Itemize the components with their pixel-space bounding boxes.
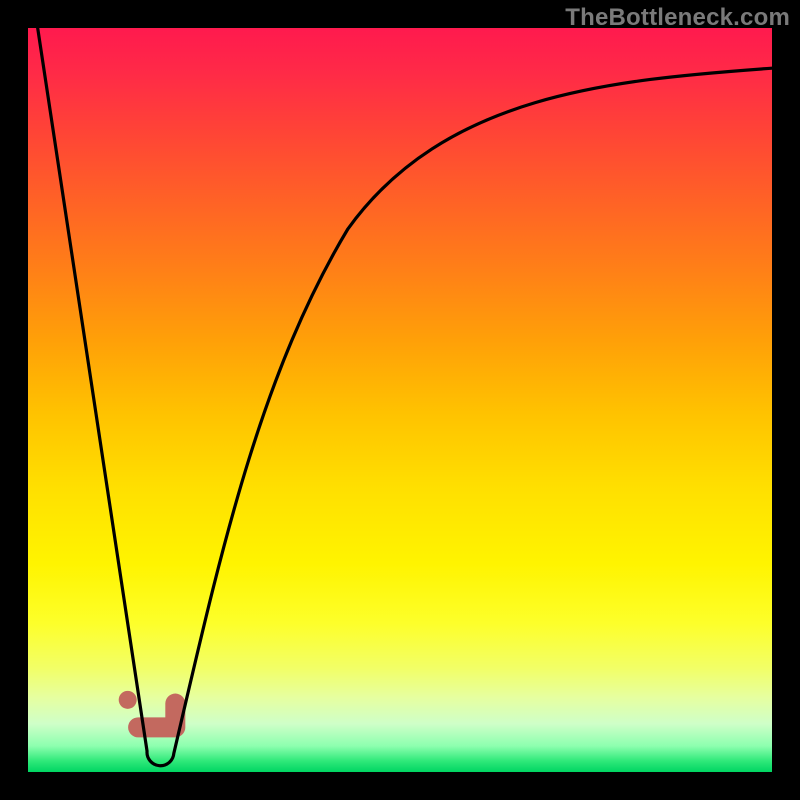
chart-svg bbox=[0, 0, 800, 800]
marker-dot bbox=[119, 691, 137, 709]
chart-frame: TheBottleneck.com bbox=[0, 0, 800, 800]
watermark-text: TheBottleneck.com bbox=[565, 4, 790, 32]
gradient-panel bbox=[28, 28, 772, 772]
